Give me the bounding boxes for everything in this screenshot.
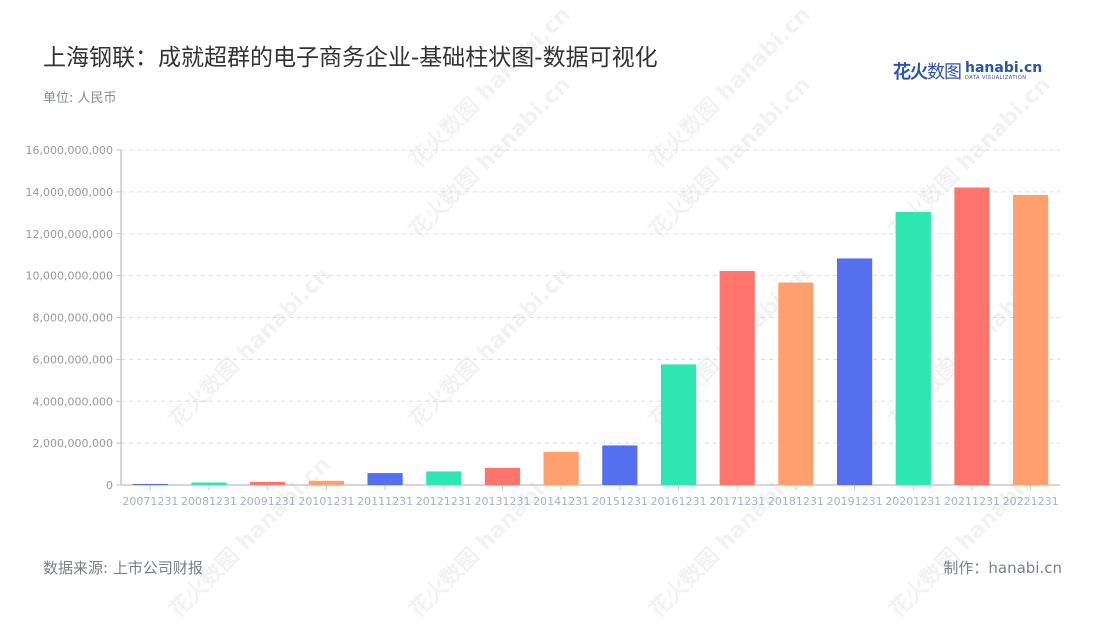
x-tick-label: 20151231 <box>592 495 648 508</box>
y-tick-label: 12,000,000,000 <box>26 228 113 241</box>
bar <box>836 258 873 485</box>
y-tick-label: 4,000,000,000 <box>33 395 113 408</box>
logo-cn-text: 花火数图 <box>893 62 962 83</box>
x-tick-label: 20191231 <box>827 495 883 508</box>
bar <box>778 282 814 485</box>
bar <box>719 271 755 485</box>
bar <box>954 187 990 485</box>
logo-en-text: hanabi.cn DATA VISUALIZATION <box>965 60 1043 81</box>
x-tick-label: 20161231 <box>651 495 707 508</box>
x-tick-label: 20071231 <box>122 495 178 508</box>
x-tick-label: 20221231 <box>1003 495 1059 508</box>
y-tick-label: 10,000,000,000 <box>26 270 113 283</box>
x-tick-label: 20091231 <box>240 495 296 508</box>
bar <box>308 480 345 485</box>
y-tick-label: 2,000,000,000 <box>33 437 113 450</box>
bar <box>484 467 521 485</box>
y-tick-label: 14,000,000,000 <box>26 186 113 199</box>
y-tick-label: 16,000,000,000 <box>26 144 113 157</box>
x-tick-label: 20111231 <box>357 495 413 508</box>
x-tick-label: 20181231 <box>768 495 824 508</box>
credit: 制作：hanabi.cn <box>943 559 1062 577</box>
x-tick-label: 20211231 <box>944 495 1000 508</box>
x-tick-label: 20201231 <box>885 495 941 508</box>
bar <box>895 211 931 485</box>
bar <box>250 481 286 485</box>
bar <box>660 364 697 485</box>
unit-label: 单位: 人民币 <box>43 91 117 106</box>
x-tick-label: 20081231 <box>181 495 237 508</box>
bar <box>367 473 403 485</box>
y-tick-label: 8,000,000,000 <box>33 312 113 325</box>
bar <box>191 482 227 485</box>
data-source: 数据来源: 上市公司财报 <box>43 559 203 577</box>
x-tick-label: 20131231 <box>474 495 530 508</box>
bar <box>602 445 638 485</box>
brand-logo: 花火数图 hanabi.cn DATA VISUALIZATION <box>893 58 1042 84</box>
x-tick-label: 20101231 <box>298 495 354 508</box>
x-tick-label: 20141231 <box>533 495 589 508</box>
bar <box>132 483 168 485</box>
bar <box>1013 195 1049 485</box>
chart-title: 上海钢联：成就超群的电子商务企业-基础柱状图-数据可视化 <box>43 45 658 71</box>
bar <box>543 451 579 485</box>
y-tick-label: 6,000,000,000 <box>33 353 113 366</box>
y-tick-label: 0 <box>106 479 113 492</box>
x-tick-label: 20171231 <box>709 495 765 508</box>
bar <box>426 471 462 485</box>
x-tick-label: 20121231 <box>416 495 472 508</box>
